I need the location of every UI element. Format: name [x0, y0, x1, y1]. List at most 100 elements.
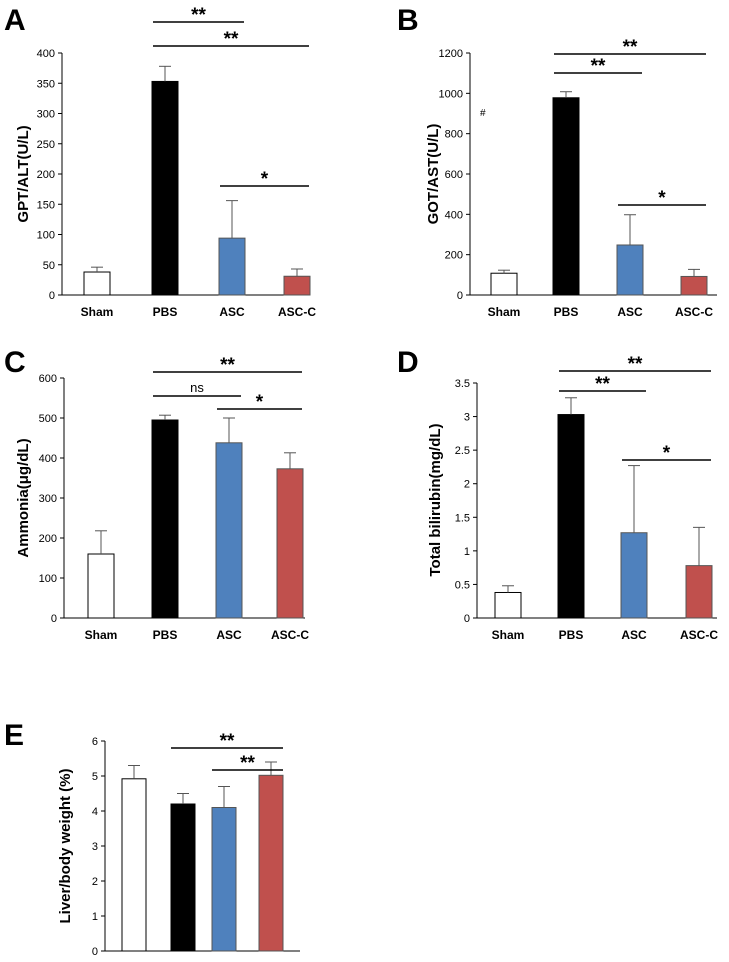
- significance-label: **: [628, 354, 643, 375]
- y-tick-label: 300: [39, 493, 57, 505]
- y-tick-label: 0: [49, 290, 55, 302]
- bar-asc: [211, 807, 237, 952]
- bar-asc: [620, 532, 648, 619]
- significance-label: **: [591, 56, 606, 77]
- y-tick-label: 6: [92, 736, 98, 748]
- y-tick-label: 0: [51, 613, 57, 625]
- bar-pbs: [151, 419, 179, 619]
- x-tick-label: PBS: [554, 305, 579, 319]
- panel-letter: E: [4, 719, 24, 752]
- y-tick-label: 100: [37, 230, 55, 242]
- bar-pbs: [552, 97, 580, 296]
- x-tick-label: ASC-C: [675, 305, 713, 319]
- bar-asc-c: [258, 774, 284, 952]
- x-tick-label: ASC-C: [278, 305, 316, 319]
- x-tick-label: Sham: [85, 628, 118, 642]
- y-axis-label: Ammonia(μg/dL): [15, 438, 32, 557]
- panel-c: C 0 100 200 300 400 500 600 Ammonia(μg/dL) Sham PB…: [4, 346, 309, 642]
- y-axis-label: GOT/AST(U/L): [425, 124, 442, 225]
- significance-label: **: [220, 355, 235, 376]
- significance-label: **: [191, 5, 206, 26]
- x-tick-label: PBS: [153, 305, 178, 319]
- y-tick-label: 200: [39, 533, 57, 545]
- significance-label: **: [595, 374, 610, 395]
- significance-label: *: [658, 188, 666, 209]
- bar-sham: [490, 272, 518, 296]
- y-tick-label: 1: [92, 911, 98, 923]
- y-tick-label: 300: [37, 109, 55, 121]
- y-tick-label: 2.5: [455, 445, 470, 457]
- y-tick-label: 400: [37, 48, 55, 60]
- bar-asc-c: [685, 565, 713, 619]
- y-tick-label: 3: [92, 841, 98, 853]
- significance-label: *: [663, 443, 671, 464]
- x-tick-label: ASC-C: [680, 628, 718, 642]
- y-tick-label: 4: [92, 806, 98, 818]
- bar-asc-c: [276, 468, 304, 619]
- significance-label: **: [240, 753, 255, 774]
- x-tick-label: PBS: [153, 628, 178, 642]
- y-tick-label: 150: [37, 199, 55, 211]
- y-tick-label: 3: [464, 412, 470, 424]
- panel-b: B 0 200 400 600 800 1000 1200 GOT/AST(U/L) Sham PB…: [397, 4, 717, 319]
- y-axis-label: Total bilirubin(mg/dL): [427, 423, 444, 576]
- y-axis-label: GPT/ALT(U/L): [15, 125, 32, 222]
- bar-asc: [218, 237, 246, 296]
- significance-label: ns: [190, 380, 204, 395]
- y-tick-label: 500: [39, 413, 57, 425]
- y-tick-label: 250: [37, 139, 55, 151]
- x-tick-label: ASC: [216, 628, 242, 642]
- y-tick-label: 0.5: [455, 579, 470, 591]
- panel-letter: B: [397, 4, 419, 37]
- bar-pbs: [151, 80, 179, 296]
- y-tick-label: 200: [445, 250, 463, 262]
- significance-label: **: [220, 731, 235, 752]
- x-tick-label: PBS: [559, 628, 584, 642]
- y-tick-label: 350: [37, 78, 55, 90]
- significance-label: *: [256, 392, 264, 413]
- significance-label: *: [261, 169, 269, 190]
- y-tick-label: 1000: [439, 88, 463, 100]
- y-tick-label: 2: [464, 479, 470, 491]
- x-tick-label: ASC-C: [271, 628, 309, 642]
- y-tick-label: 400: [39, 453, 57, 465]
- y-tick-label: 100: [39, 573, 57, 585]
- y-tick-label: 800: [445, 129, 463, 141]
- x-tick-label: ASC: [617, 305, 643, 319]
- panel-d: D 0 0.5 1 1.5 2 2.5 3 3.5 Total bilirubin(mg/dL) S…: [397, 346, 718, 642]
- x-tick-label: Sham: [488, 305, 521, 319]
- y-tick-label: 600: [445, 169, 463, 181]
- bar-asc-c: [680, 275, 708, 296]
- panel-letter: D: [397, 346, 419, 379]
- panel-letter: C: [4, 346, 26, 379]
- y-tick-label: 2: [92, 876, 98, 888]
- x-tick-label: Sham: [81, 305, 114, 319]
- bar-pbs: [170, 803, 196, 952]
- bar-sham: [121, 778, 147, 952]
- bar-sham: [494, 591, 522, 619]
- panel-letter: A: [4, 4, 26, 37]
- bar-pbs: [557, 414, 585, 619]
- y-tick-label: 0: [457, 290, 463, 302]
- y-tick-label: 200: [37, 169, 55, 181]
- y-tick-label: 1: [464, 546, 470, 558]
- note-marker: #: [480, 108, 486, 119]
- y-tick-label: 50: [43, 260, 55, 272]
- y-tick-label: 1200: [439, 48, 463, 60]
- y-tick-label: 3.5: [455, 378, 470, 390]
- y-tick-label: 400: [445, 209, 463, 221]
- bar-asc: [215, 442, 243, 619]
- significance-label: **: [224, 29, 239, 50]
- y-tick-label: 0: [92, 946, 98, 958]
- x-tick-label: ASC: [621, 628, 647, 642]
- y-tick-label: 0: [464, 613, 470, 625]
- significance-label: **: [623, 37, 638, 58]
- panel-a: A 0 50 100 150 200 250 300 350 400 GPT/ALT(U/L) Sha…: [4, 4, 316, 319]
- y-tick-label: 5: [92, 771, 98, 783]
- x-tick-label: ASC: [219, 305, 245, 319]
- y-tick-label: 1.5: [455, 512, 470, 524]
- y-tick-label: 600: [39, 373, 57, 385]
- bar-sham: [87, 553, 115, 619]
